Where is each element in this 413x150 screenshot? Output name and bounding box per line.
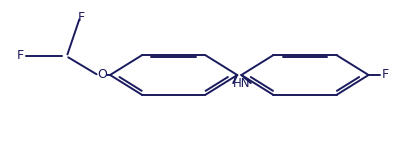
Text: HN: HN xyxy=(233,77,250,90)
Text: F: F xyxy=(16,49,24,62)
Text: F: F xyxy=(78,11,85,24)
Text: F: F xyxy=(381,69,389,81)
Text: O: O xyxy=(97,69,107,81)
